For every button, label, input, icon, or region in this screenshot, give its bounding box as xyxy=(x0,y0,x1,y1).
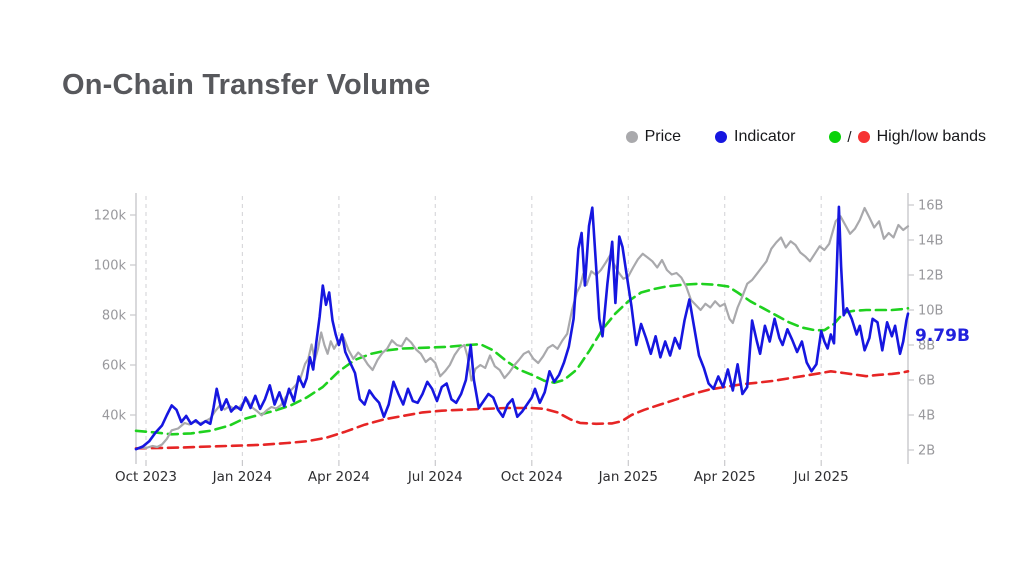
x-tick-label: Jul 2025 xyxy=(793,469,849,485)
left-tick-label: 40k xyxy=(102,409,127,424)
x-tick-label: Jan 2024 xyxy=(212,469,272,485)
price-line xyxy=(134,206,910,450)
legend: Price Indicator / High/low bands xyxy=(625,128,986,146)
left-tick-label: 60k xyxy=(102,359,127,374)
swatch-separator: / xyxy=(847,128,852,146)
x-tick-label: Apr 2025 xyxy=(694,469,756,485)
x-tick-label: Oct 2023 xyxy=(115,469,177,485)
indicator-line xyxy=(134,205,910,451)
x-tick-label: Apr 2024 xyxy=(308,469,370,485)
left-tick-label: 120k xyxy=(94,209,127,224)
x-tick-label: Oct 2024 xyxy=(501,469,563,485)
legend-item-indicator[interactable]: Indicator xyxy=(715,128,795,146)
indicator-swatch-icon xyxy=(715,131,728,143)
low-band-line xyxy=(134,369,910,450)
high-band-swatch-icon xyxy=(829,131,842,143)
legend-label-price: Price xyxy=(644,128,682,145)
right-tick-label: 8B xyxy=(918,339,935,354)
price-swatch-icon xyxy=(625,131,638,143)
legend-item-price[interactable]: Price xyxy=(625,128,682,146)
legend-item-high-low-bands[interactable]: / High/low bands xyxy=(829,128,986,146)
right-tick-label: 10B xyxy=(918,304,943,319)
page-title: On-Chain Transfer Volume xyxy=(62,69,431,102)
right-tick-label: 4B xyxy=(918,409,935,424)
right-tick-label: 14B xyxy=(918,234,943,249)
left-tick-label: 80k xyxy=(102,309,127,324)
x-tick-label: Jan 2025 xyxy=(598,469,658,485)
right-tick-label: 12B xyxy=(918,269,943,284)
right-tick-label: 6B xyxy=(918,374,935,389)
legend-label-indicator: Indicator xyxy=(734,128,796,145)
current-value-label: 9.79B xyxy=(915,326,970,346)
x-tick-label: Jul 2024 xyxy=(407,469,463,485)
high-band-line xyxy=(134,282,910,436)
right-tick-label: 2B xyxy=(918,444,935,459)
left-tick-label: 100k xyxy=(94,259,127,274)
right-tick-label: 16B xyxy=(918,199,943,214)
legend-label-high-low-bands: High/low bands xyxy=(876,128,986,145)
low-band-swatch-icon xyxy=(857,131,870,143)
